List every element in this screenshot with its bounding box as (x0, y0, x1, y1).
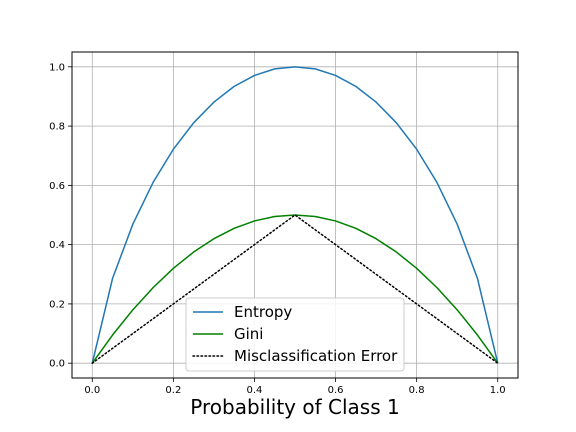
series-lines (91, 66, 499, 364)
x-tick-label: 0.8 (409, 385, 425, 396)
axes-frame (71, 51, 519, 379)
y-tick-label: 1.0 (49, 62, 65, 73)
x-tick-label: 0.2 (165, 385, 181, 396)
x-axis-title: Probability of Class 1 (190, 395, 399, 419)
legend-label: Entropy (234, 303, 292, 321)
series-line-misclassification-error (91, 214, 499, 364)
y-tick-label: 0.8 (49, 122, 65, 133)
legend-label: Misclassification Error (234, 347, 398, 365)
x-tick-label: 1.0 (490, 385, 506, 396)
legend-frame (185, 297, 405, 372)
x-tick-label: 0.6 (328, 385, 344, 396)
ticks: 0.0 0.2 0.4 0.6 0.8 1.0 0.0 0.2 0.4 0.6 0.8 1.0 (49, 62, 506, 396)
y-tick-label: 0.4 (49, 240, 65, 251)
y-tick-label: 0.2 (49, 299, 65, 310)
series-line-entropy (91, 66, 499, 364)
legend-label: Gini (234, 325, 263, 343)
y-tick-label: 0.0 (49, 359, 65, 370)
x-tick-label: 0.4 (247, 385, 263, 396)
series-line-gini (91, 214, 499, 364)
x-tick-label: 0.0 (84, 385, 100, 396)
y-tick-label: 0.6 (49, 181, 65, 192)
legend: Entropy Gini Misclassification Error (185, 297, 405, 372)
